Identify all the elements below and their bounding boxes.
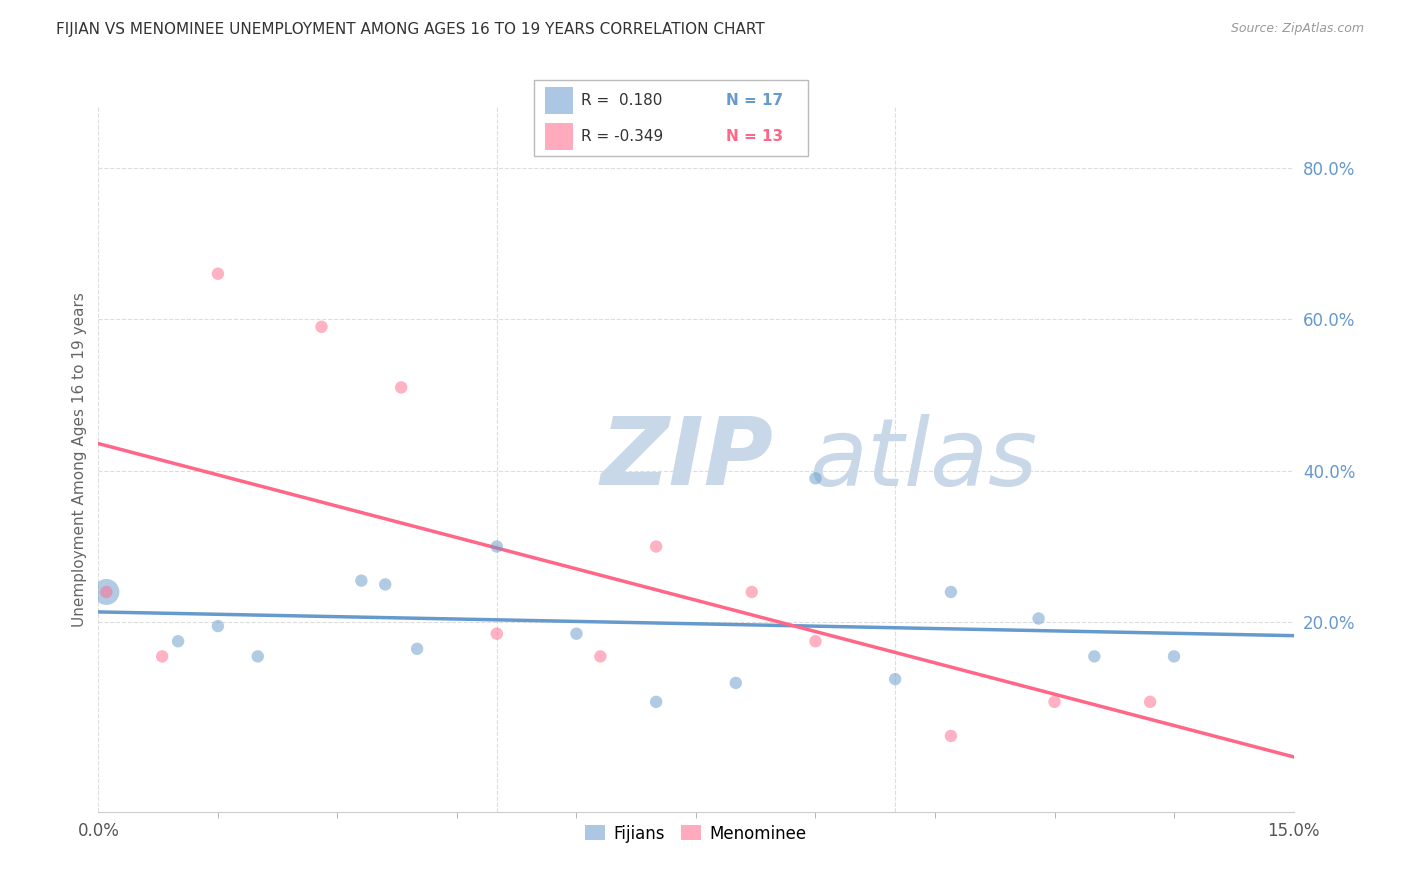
Point bbox=[389, 380, 412, 394]
Point bbox=[207, 619, 229, 633]
Legend: Fijians, Menominee: Fijians, Menominee bbox=[578, 818, 814, 849]
Point bbox=[565, 626, 588, 640]
Point bbox=[374, 577, 396, 591]
Point bbox=[939, 729, 962, 743]
Point bbox=[741, 585, 763, 599]
Y-axis label: Unemployment Among Ages 16 to 19 years: Unemployment Among Ages 16 to 19 years bbox=[72, 292, 87, 627]
Point bbox=[884, 672, 907, 686]
Point bbox=[311, 319, 333, 334]
Point bbox=[406, 641, 429, 656]
Text: N = 13: N = 13 bbox=[725, 128, 783, 144]
FancyBboxPatch shape bbox=[546, 87, 572, 114]
Point bbox=[150, 649, 173, 664]
Point bbox=[485, 540, 508, 554]
Point bbox=[804, 471, 827, 485]
Text: R =  0.180: R = 0.180 bbox=[581, 94, 662, 108]
Point bbox=[724, 676, 747, 690]
Point bbox=[96, 585, 118, 599]
Point bbox=[207, 267, 229, 281]
Point bbox=[645, 695, 668, 709]
Point bbox=[167, 634, 190, 648]
FancyBboxPatch shape bbox=[534, 80, 808, 156]
Text: ZIP: ZIP bbox=[600, 413, 773, 506]
Point bbox=[589, 649, 612, 664]
Point bbox=[939, 585, 962, 599]
Point bbox=[645, 540, 668, 554]
Point bbox=[804, 634, 827, 648]
Text: Source: ZipAtlas.com: Source: ZipAtlas.com bbox=[1230, 22, 1364, 36]
Point bbox=[1163, 649, 1185, 664]
Text: atlas: atlas bbox=[810, 414, 1038, 505]
Point bbox=[246, 649, 269, 664]
Point bbox=[1028, 611, 1050, 625]
Text: FIJIAN VS MENOMINEE UNEMPLOYMENT AMONG AGES 16 TO 19 YEARS CORRELATION CHART: FIJIAN VS MENOMINEE UNEMPLOYMENT AMONG A… bbox=[56, 22, 765, 37]
Point bbox=[1043, 695, 1066, 709]
Point bbox=[1139, 695, 1161, 709]
Point bbox=[485, 626, 508, 640]
Point bbox=[350, 574, 373, 588]
Text: R = -0.349: R = -0.349 bbox=[581, 128, 664, 144]
Point bbox=[96, 585, 118, 599]
FancyBboxPatch shape bbox=[546, 123, 572, 150]
Text: N = 17: N = 17 bbox=[725, 94, 783, 108]
Point bbox=[1083, 649, 1105, 664]
